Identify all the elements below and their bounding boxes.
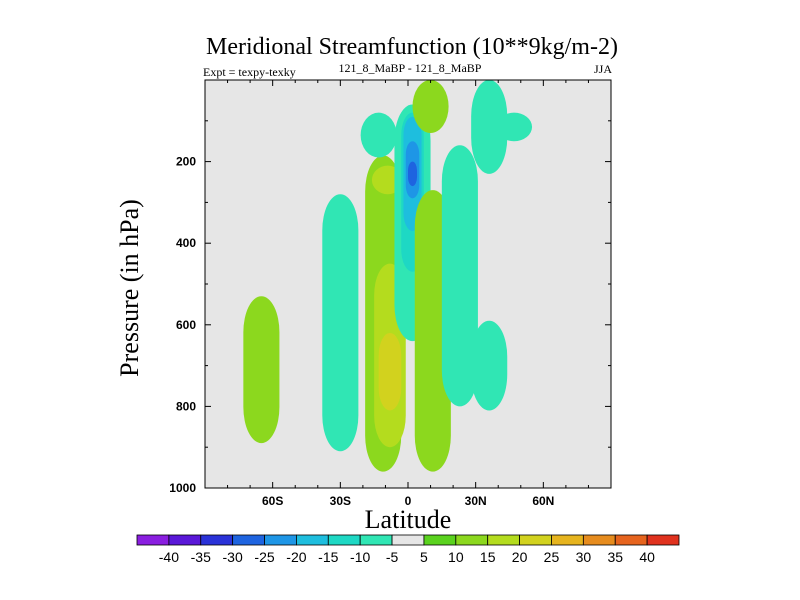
colorbar-swatch xyxy=(391,534,425,546)
chart-title: Meridional Streamfunction (10**9kg/m-2) xyxy=(206,34,618,60)
colorbar-swatch xyxy=(232,534,265,546)
colorbar-label: -20 xyxy=(286,549,306,565)
contour-region xyxy=(360,112,397,158)
y-axis-ticks: 200 400 600 800 1000 xyxy=(169,120,611,495)
contour-regions xyxy=(243,80,533,472)
colorbar-label: -15 xyxy=(318,549,338,565)
x-tick-label: 30S xyxy=(330,494,351,508)
colorbar-label: -25 xyxy=(254,549,274,565)
y-tick-label: 800 xyxy=(176,399,196,413)
colorbar-label: -40 xyxy=(159,549,179,565)
colorbar-label: 35 xyxy=(607,549,623,565)
colorbar-swatch xyxy=(519,534,552,546)
y-axis-label: Pressure (in hPa) xyxy=(115,199,144,377)
colorbar-swatch xyxy=(200,534,234,546)
contour-region xyxy=(471,80,508,174)
colorbar-swatch xyxy=(487,534,520,546)
contour-region xyxy=(495,112,533,142)
chart-subtitle-right: JJA xyxy=(594,62,612,76)
colorbar-label: 25 xyxy=(544,549,560,565)
colorbar-label: -35 xyxy=(191,549,211,565)
x-tick-label: 30N xyxy=(465,494,487,508)
colorbar-label: 30 xyxy=(576,549,592,565)
y-tick-label: 200 xyxy=(176,155,196,169)
y-tick-label: 1000 xyxy=(169,481,196,495)
x-tick-label: 60N xyxy=(532,494,554,508)
contour-region xyxy=(378,332,402,411)
colorbar-swatch xyxy=(296,534,329,546)
x-axis-ticks: 60S 30S 0 30N 60N xyxy=(227,80,589,508)
colorbar-swatch xyxy=(327,534,361,546)
contour-region xyxy=(243,296,280,444)
x-tick-label: 0 xyxy=(405,494,412,508)
plot-area: 60S 30S 0 30N 60N 200 400 600 800 1000 xyxy=(169,79,612,508)
chart-subtitle-left: Expt = texpy-texky xyxy=(203,65,296,79)
contour-region xyxy=(412,80,449,134)
colorbar-label: 15 xyxy=(480,549,496,565)
contour-region xyxy=(408,161,418,187)
colorbar-swatch xyxy=(582,534,616,546)
colorbar-label: 40 xyxy=(639,549,655,565)
colorbar-swatch xyxy=(168,534,202,546)
x-axis-label: Latitude xyxy=(365,505,452,534)
y-tick-label: 400 xyxy=(176,236,196,250)
colorbar-swatch xyxy=(551,534,584,546)
colorbar-swatch xyxy=(264,534,297,546)
contour-region xyxy=(441,145,478,407)
y-tick-label: 600 xyxy=(176,318,196,332)
colorbar-label: -30 xyxy=(223,549,243,565)
colorbar-label: -5 xyxy=(386,549,399,565)
colorbar-swatch xyxy=(359,534,393,546)
colorbar-swatch xyxy=(646,534,680,546)
contour-region xyxy=(322,194,359,452)
contour-region xyxy=(471,320,508,411)
colorbar-swatch xyxy=(614,534,648,546)
colorbar-label: 5 xyxy=(420,549,428,565)
colorbar-label: 20 xyxy=(512,549,528,565)
colorbar-swatch xyxy=(455,534,489,546)
colorbar-swatch xyxy=(423,534,457,546)
colorbar-swatch xyxy=(136,534,170,546)
colorbar: -40 -35 -30 -25 -20 -15 -10 -5 5 10 15 20 25 30 35 40 xyxy=(136,534,680,565)
colorbar-label: 10 xyxy=(448,549,464,565)
colorbar-label: -10 xyxy=(350,549,370,565)
x-tick-label: 60S xyxy=(262,494,283,508)
chart-subtitle-center: 121_8_MaBP - 121_8_MaBP xyxy=(339,61,482,75)
